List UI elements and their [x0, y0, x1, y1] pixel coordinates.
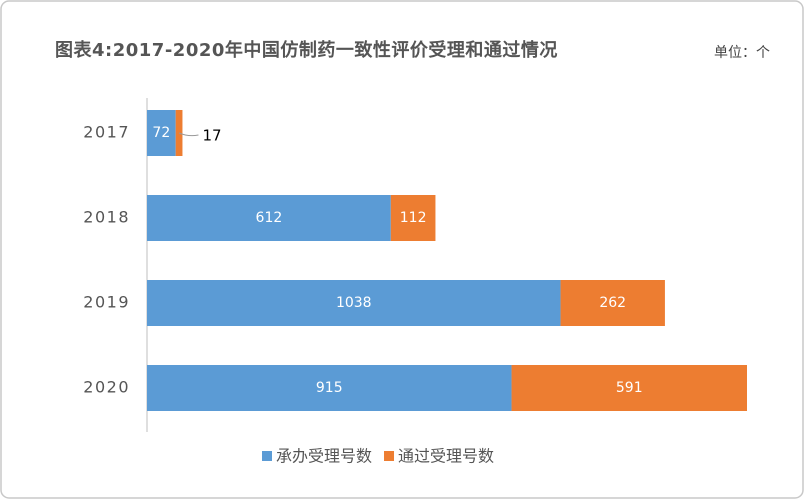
- data-label: 112: [400, 210, 427, 226]
- legend-swatch: [384, 451, 395, 461]
- y-tick-label: 2020: [83, 378, 130, 397]
- bar-segment: [147, 110, 176, 156]
- legend-label: 通过受理号数: [398, 447, 494, 466]
- y-tick-label: 2018: [83, 208, 130, 227]
- y-tick-label: 2017: [83, 123, 130, 142]
- bar-segment: [147, 365, 512, 411]
- legend-label: 承办受理号数: [276, 447, 372, 466]
- data-label: 591: [616, 380, 643, 396]
- data-label: 262: [599, 295, 626, 311]
- bar-segment: [147, 195, 391, 241]
- bar-segment: [560, 280, 665, 326]
- bar-segment: [390, 195, 436, 241]
- data-label: 915: [316, 380, 343, 396]
- y-tick-label: 2019: [83, 293, 130, 312]
- data-label: 17: [202, 127, 221, 145]
- data-label: 72: [152, 125, 170, 141]
- unit-label: 单位：个: [714, 45, 770, 61]
- bar-segment: [147, 280, 561, 326]
- leader-line: [178, 132, 199, 137]
- bar-segment: [511, 365, 747, 411]
- data-label: 612: [256, 210, 283, 226]
- data-label: 1038: [336, 295, 372, 311]
- legend-swatch: [262, 451, 272, 461]
- chart-title: 图表4:2017-2020年中国仿制药一致性评价受理和通过情况: [55, 39, 558, 61]
